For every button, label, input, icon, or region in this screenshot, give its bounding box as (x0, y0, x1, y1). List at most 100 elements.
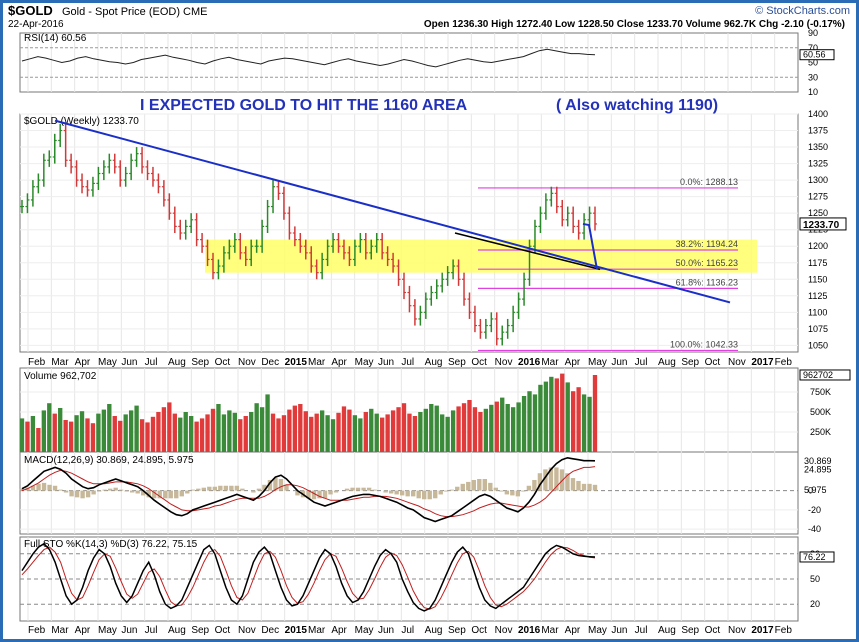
volume-bar (63, 420, 68, 452)
macd-histogram-bar (234, 485, 240, 491)
volume-bar (385, 414, 390, 452)
volume-bar (30, 416, 36, 452)
macd-histogram-bar (91, 490, 96, 495)
volume-tick-label: 500K (810, 407, 831, 417)
price-xaxis-tick-label: Jun (378, 357, 394, 368)
volume-bar (36, 428, 41, 452)
price-xaxis-tick-label: Mar (541, 357, 559, 368)
volume-bar (167, 402, 172, 452)
macd-histogram-bar (565, 473, 570, 491)
projection-line (582, 222, 598, 270)
volume-bar (199, 418, 205, 452)
macd-histogram-bar (510, 490, 515, 496)
price-xaxis-tick-label: Dec (261, 357, 279, 368)
volume-bar (276, 418, 281, 452)
sto-xaxis-tick-label: Feb (28, 625, 46, 636)
volume-bar (292, 405, 298, 452)
volume-bar (325, 415, 330, 452)
macd-histogram-bar (201, 487, 207, 491)
price-tick-label: 1375 (808, 126, 828, 136)
volume-bar (118, 420, 123, 452)
macd-histogram-bar (460, 483, 465, 491)
macd-histogram-bar (570, 478, 576, 491)
macd-histogram-bar (592, 484, 598, 491)
macd-histogram-bar (146, 490, 151, 498)
macd-histogram-bar (471, 479, 476, 491)
macd-histogram-bar (372, 489, 377, 491)
volume-bar (101, 409, 107, 452)
fib-label: 61.8%: 1136.23 (676, 277, 738, 287)
macd-histogram-bar (548, 467, 554, 491)
volume-bar (74, 415, 79, 452)
sto-xaxis-tick-label: Sep (191, 625, 209, 636)
volume-last-box (799, 369, 851, 381)
volume-bar (347, 409, 352, 452)
macd-histogram-bar (488, 482, 493, 491)
volume-bar (303, 411, 308, 452)
sto-xaxis-tick-label: Nov (238, 625, 256, 636)
volume-bar (309, 416, 314, 452)
macd-histogram-bar (152, 490, 157, 499)
sto-xaxis-tick-label: Jun (378, 625, 394, 636)
sto-xaxis-tick-label: Jul (635, 625, 648, 636)
macd-histogram-bar (218, 485, 223, 491)
macd-histogram-bar (455, 486, 460, 491)
price-tick-label: 1200 (808, 241, 828, 251)
volume-bar (592, 374, 598, 452)
volume-bar (210, 408, 216, 452)
volume-bar (418, 412, 423, 452)
macd-histogram-bar (333, 490, 339, 493)
price-xaxis-tick-label: Oct (705, 357, 721, 368)
macd-histogram-bar (576, 480, 581, 491)
macd-histogram-bar (47, 484, 52, 491)
rsi-tick-label: 90 (808, 28, 818, 38)
volume-bar (380, 417, 385, 452)
volume-bar (139, 419, 145, 452)
sto-xaxis-tick-label: Oct (705, 625, 721, 636)
date-label: 22-Apr-2016 (8, 19, 64, 30)
price-last-box (799, 217, 847, 231)
sto-xaxis-tick-label: 2015 (285, 625, 308, 636)
price-tick-label: 1075 (808, 324, 828, 334)
price-tick-label: 1275 (808, 192, 828, 202)
volume-bar (576, 387, 581, 452)
price-xaxis-tick-label: Apr (565, 357, 581, 368)
macd-histogram-bar (118, 489, 124, 491)
macd-histogram-bar (521, 490, 526, 492)
macd-histogram-bar (410, 490, 416, 497)
price-tick-label: 1125 (808, 291, 827, 301)
panel-rsi (19, 32, 799, 93)
macd-histogram-bar (69, 490, 74, 497)
macd-histogram-bar (185, 490, 190, 494)
macd-histogram-bar (306, 490, 311, 499)
volume-bar (265, 394, 270, 452)
volume-bar (281, 415, 287, 452)
price-tick-label: 1050 (808, 340, 828, 350)
volume-bar (41, 410, 46, 452)
price-xaxis-tick-label: 2016 (518, 357, 541, 368)
volume-bar (341, 406, 347, 452)
volume-bar (549, 376, 554, 452)
macd-histogram-bar (240, 488, 245, 491)
macd-histogram-bar (102, 489, 107, 491)
price-xaxis-tick-label: Nov (728, 357, 746, 368)
macd-histogram-bar (311, 490, 317, 500)
macd-histogram-bar (427, 490, 432, 500)
volume-bar (205, 414, 210, 452)
macd-histogram-bar (179, 490, 184, 497)
macd-title: MACD(12,26,9) 30.869, 24.895, 5.975 (24, 455, 194, 466)
macd-histogram-bar (515, 490, 521, 497)
rsi-last-label: 60.56 (803, 50, 826, 60)
annotation-secondary: ( Also watching 1190) (556, 97, 718, 114)
volume-bar (19, 418, 25, 452)
price-xaxis-tick-label: Aug (425, 357, 443, 368)
price-xaxis-tick-label: Sep (681, 357, 699, 368)
volume-tick-label: 750K (810, 387, 831, 397)
macd-histogram-bar (113, 487, 118, 491)
macd-histogram-bar (388, 490, 394, 494)
macd-histogram-bar (581, 483, 587, 491)
macd-signal-last-label: 24.895 (804, 465, 832, 475)
sto-xaxis-tick-label: Nov (728, 625, 746, 636)
sto-k-line (21, 542, 596, 612)
sto-xaxis-tick-label: Oct (215, 625, 231, 636)
